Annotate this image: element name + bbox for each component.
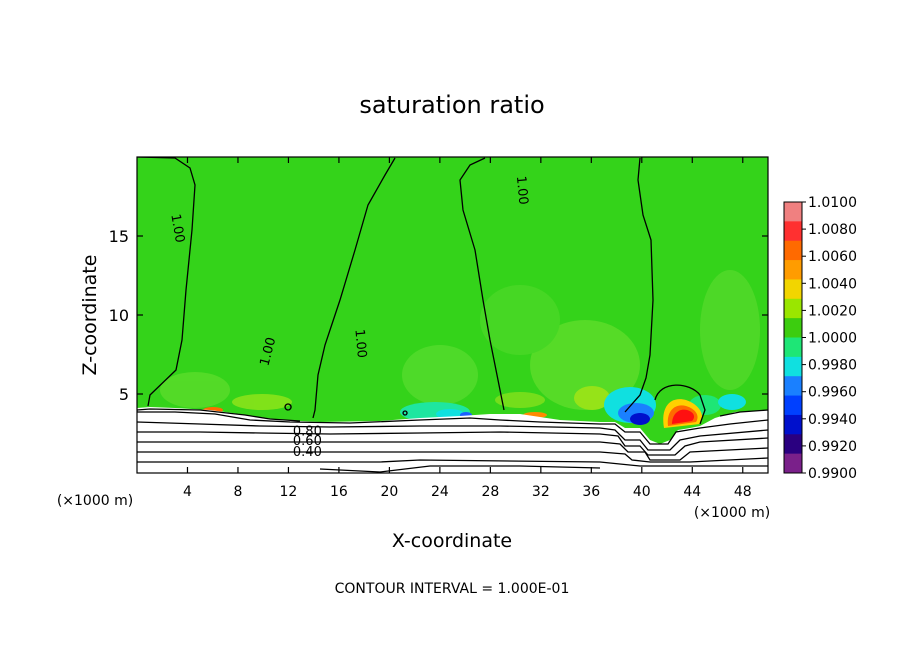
y-axis-label: Z-coordinate	[79, 255, 101, 376]
colorbar-label: 0.9920	[808, 439, 857, 455]
colorbar-swatch	[784, 260, 802, 280]
y-axis-ticks: 5 10 15	[109, 227, 768, 404]
contour-label: 1.00	[257, 336, 279, 368]
contour-label-text: 1.00	[167, 213, 187, 244]
colorbar-swatch	[784, 376, 802, 397]
colorbar-label: 0.9900	[808, 466, 857, 482]
contour-label: 1.00	[513, 175, 530, 205]
chart-title: saturation ratio	[359, 91, 544, 119]
x-tick-label: 28	[481, 484, 499, 500]
colorbar-swatch	[784, 298, 802, 319]
colorbar-swatch	[784, 279, 802, 300]
contour-label-text: 1.00	[351, 328, 368, 358]
contour-label: 1.00	[167, 213, 187, 244]
y-tick-label: 10	[109, 306, 129, 325]
y-tick-label: 5	[119, 385, 129, 404]
colorbar-swatch	[784, 434, 802, 455]
x-tick-label: 32	[532, 484, 550, 500]
contour-interval-note: CONTOUR INTERVAL = 1.000E-01	[335, 581, 570, 597]
contour-label-text: 1.00	[257, 336, 279, 368]
contour-labels: 1.00 1.00 1.00 1.00 0.800.600.40	[167, 175, 530, 460]
colorbar-swatch	[784, 414, 802, 435]
colorbar-label: 1.0040	[808, 276, 857, 292]
colorbar-swatch	[784, 240, 802, 261]
low-saturation-anomalies	[400, 387, 746, 425]
contour-label-text: 0.40	[293, 445, 322, 460]
colorbar-label: 0.9980	[808, 358, 857, 374]
colorbar-swatch	[784, 202, 802, 222]
contour-label: 0.80	[293, 424, 322, 439]
colorbar: 1.0100 1.0080 1.0060 1.0040 1.0020 1.0000 0.99…	[783, 195, 857, 482]
y-tick-label: 15	[109, 227, 129, 246]
colorbar-label: 1.0080	[808, 222, 857, 238]
x-tick-label: 40	[633, 484, 651, 500]
contour-label-text: 0.80	[293, 424, 322, 439]
contour-label: 0.40	[293, 445, 322, 460]
colorbar-label: 1.0060	[808, 249, 857, 265]
x-tick-label: 4	[183, 484, 192, 500]
high-saturation-anomalies	[203, 399, 703, 428]
x-unit-left: (×1000 m)	[57, 493, 133, 509]
contour-label-text: 0.60	[293, 434, 322, 449]
colorbar-label: 1.0020	[808, 303, 857, 319]
contour-label: 0.60	[293, 434, 322, 449]
field-shading	[160, 270, 760, 410]
colorbar-swatch	[784, 337, 802, 358]
x-tick-label: 48	[734, 484, 752, 500]
x-tick-label: 20	[380, 484, 398, 500]
colorbar-swatch	[784, 395, 802, 416]
x-tick-label: 8	[233, 484, 242, 500]
contour-label-text: 1.00	[513, 175, 530, 205]
x-unit-right: (×1000 m)	[694, 505, 770, 521]
x-tick-label: 36	[582, 484, 600, 500]
colorbar-label: 1.0000	[808, 331, 857, 347]
colorbar-label: 0.9960	[808, 385, 857, 401]
x-tick-label: 24	[431, 484, 449, 500]
x-tick-label: 16	[330, 484, 348, 500]
x-axis-ticks: 4 8 12 16 20 24 28 32 36 40 44 48	[183, 157, 752, 500]
colorbar-swatch	[784, 453, 802, 474]
colorbar-label: 1.0100	[808, 195, 857, 211]
colorbar-label: 0.9940	[808, 412, 857, 428]
colorbar-swatch	[784, 221, 802, 242]
colorbar-swatch	[784, 356, 802, 377]
x-tick-label: 44	[683, 484, 701, 500]
x-tick-label: 12	[280, 484, 298, 500]
contour-lines	[137, 157, 768, 473]
contour-label: 1.00	[351, 328, 368, 358]
colorbar-swatch	[784, 318, 802, 338]
plot-area: 1.00 1.00 1.00 1.00 0.800.600.40	[137, 157, 768, 473]
x-axis-label: X-coordinate	[392, 530, 512, 552]
